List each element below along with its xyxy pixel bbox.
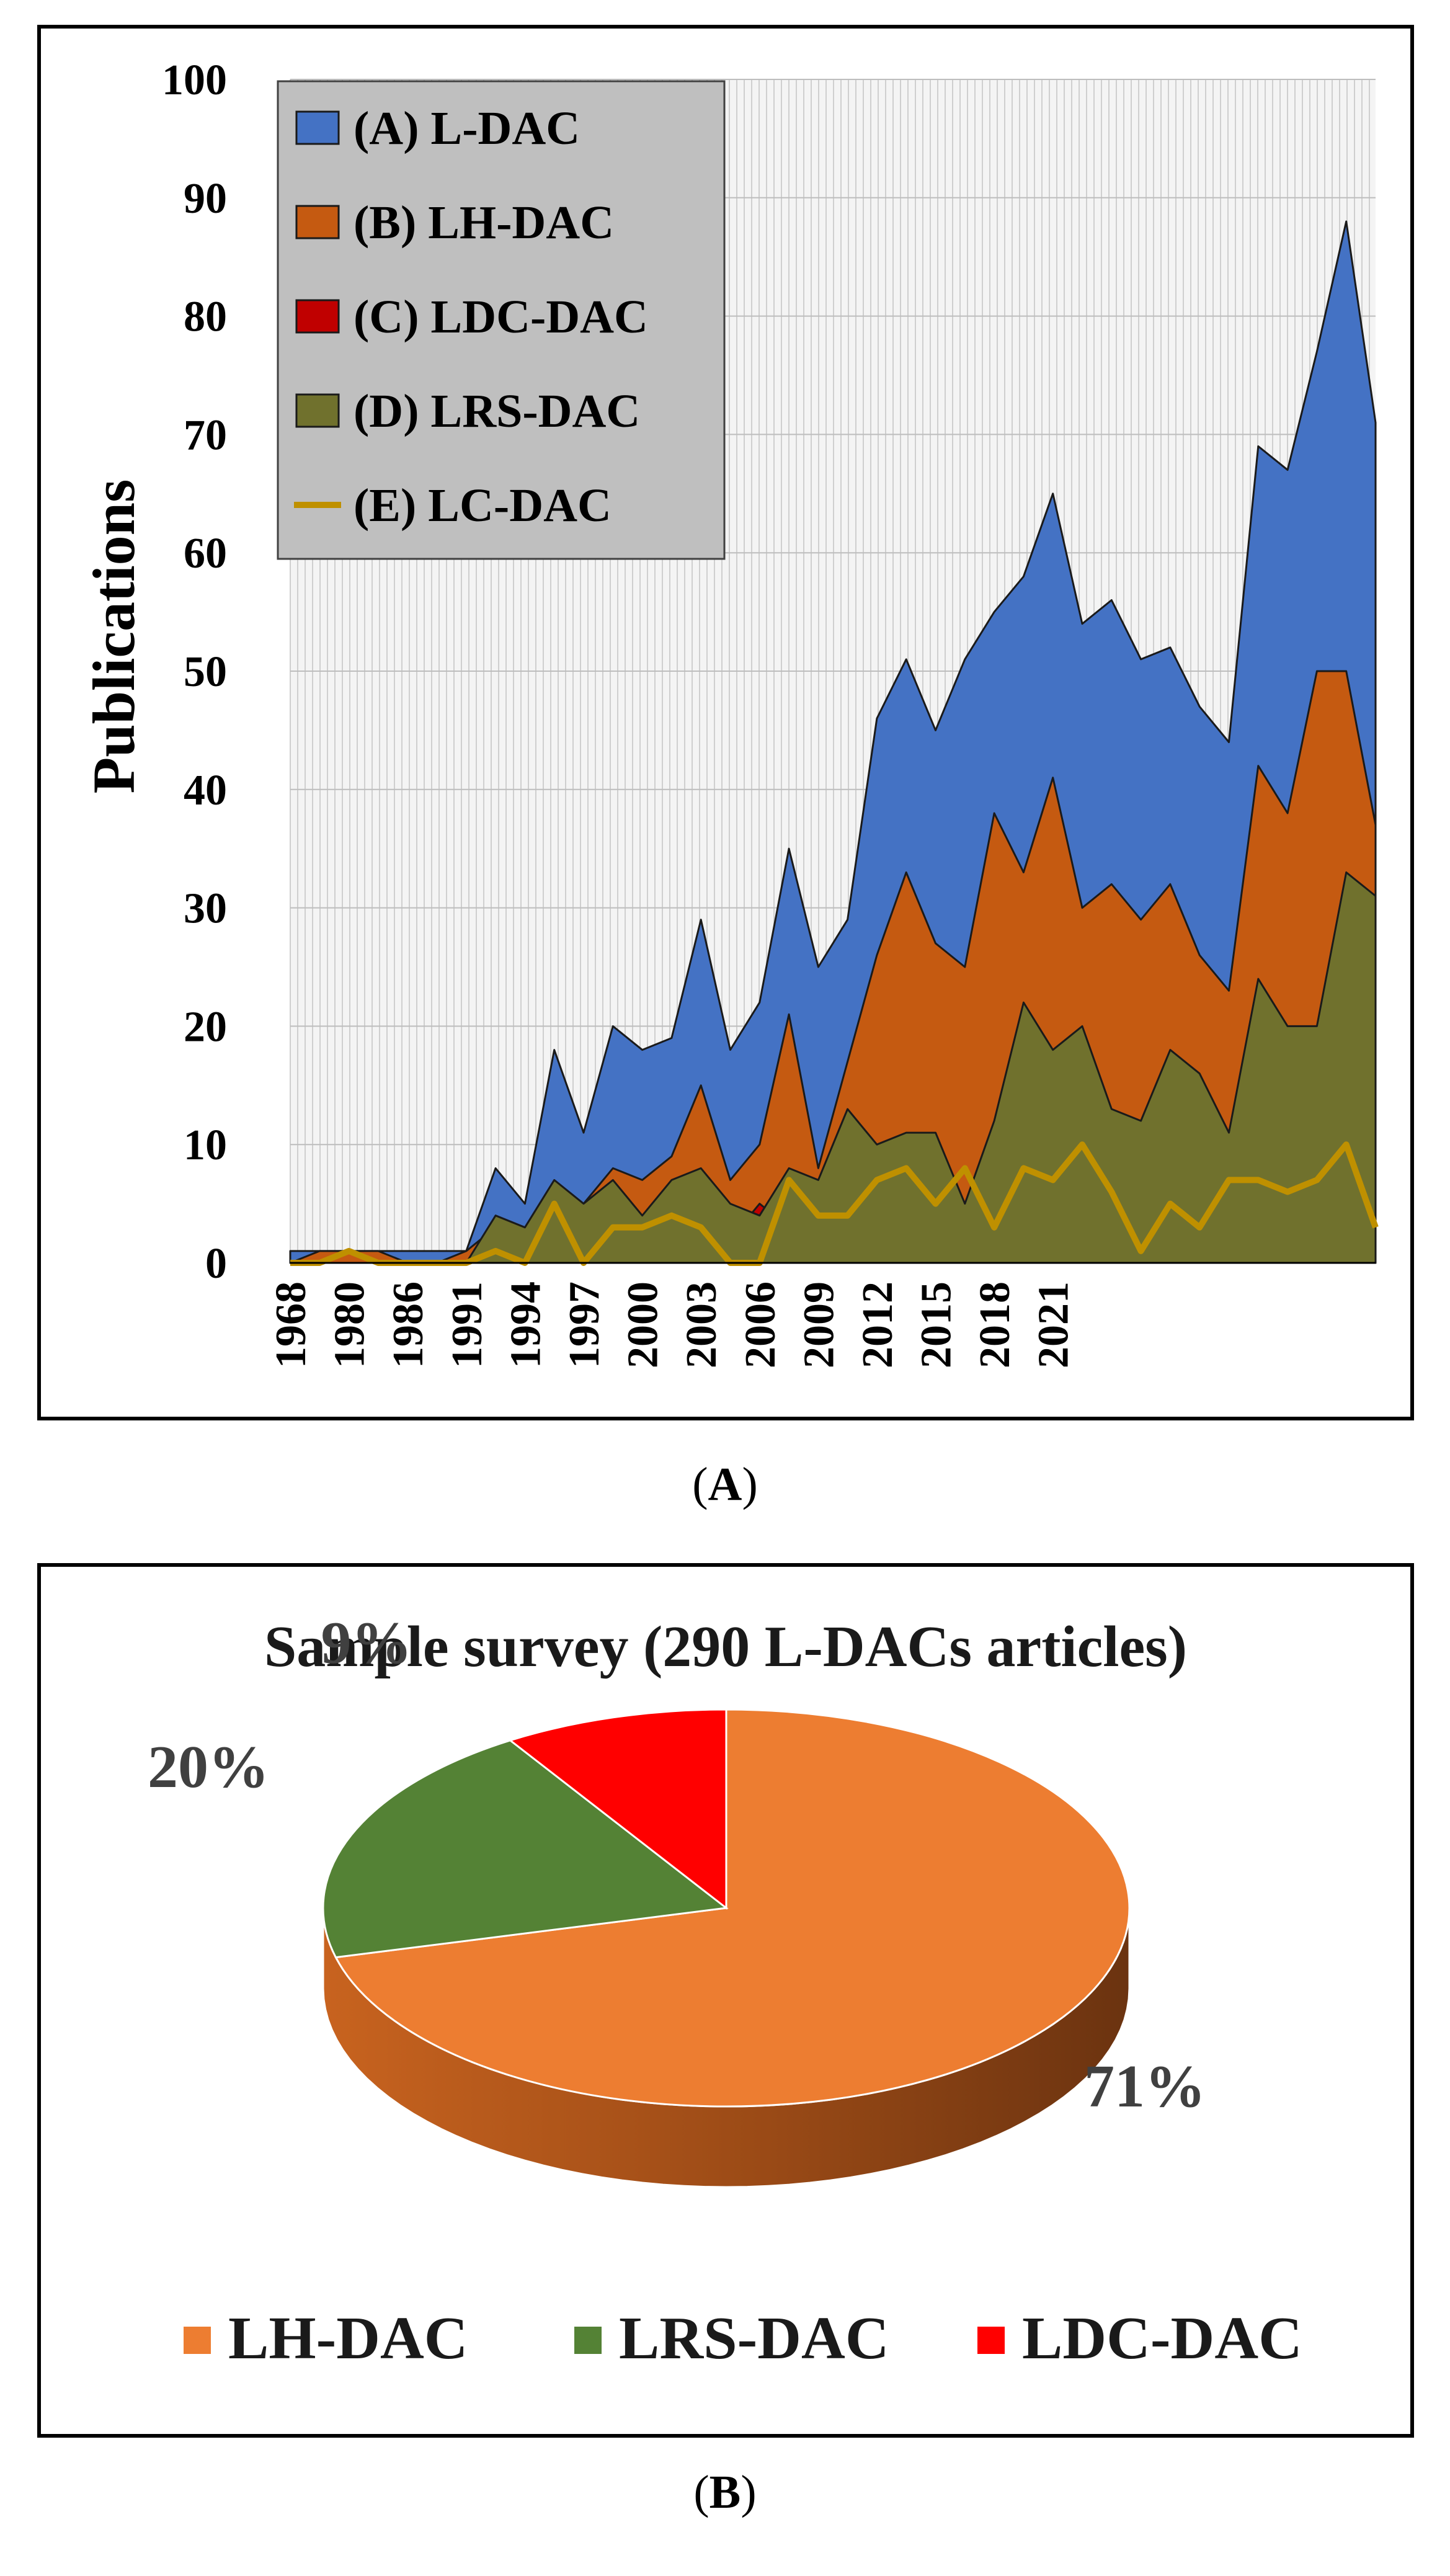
line-series <box>290 1141 1379 1266</box>
pie-chart-title: Sample survey (290 L-DACs articles) <box>264 1615 1187 1679</box>
x-tick-label: 1991 <box>443 1281 491 1368</box>
pie-slice-ldc-dac <box>508 1708 727 1910</box>
pie-legend: LH-DAC LRS-DAC LDC-DAC <box>184 2305 1302 2372</box>
pie-slice-lh-dac <box>334 1708 1131 2108</box>
line-lc-dac <box>290 1141 1379 1266</box>
y-tick-label: 50 <box>184 648 227 696</box>
y-axis-ticks: 0 10 20 30 40 50 60 70 80 90 100 <box>162 56 227 1288</box>
x-tick-label: 1980 <box>326 1281 374 1368</box>
legend-label: (D) LRS-DAC <box>354 385 640 437</box>
pie-label-lh-dac: 71% <box>1084 2053 1206 2120</box>
y-tick-label: 100 <box>162 56 227 104</box>
x-tick-label: 1986 <box>385 1281 432 1368</box>
y-axis-label: Publications <box>81 479 147 794</box>
sample-survey-pie-panel: Sample survey (290 L-DACs articles) 71% 2… <box>37 1563 1414 2438</box>
publications-area-chart-panel: 0 10 20 30 40 50 60 70 80 90 100 1968 1980 1986 1991 1… <box>37 25 1414 1420</box>
x-tick-label: 1997 <box>561 1281 608 1368</box>
x-tick-label: 2009 <box>795 1281 843 1368</box>
pie-label-ldc-dac: 9% <box>321 1610 412 1677</box>
y-tick-label: 40 <box>184 767 227 814</box>
legend-swatch <box>184 2327 211 2354</box>
sample-survey-pie-chart: Sample survey (290 L-DACs articles) 71% 2… <box>148 1610 1302 2372</box>
x-tick-label: 2000 <box>620 1281 667 1368</box>
legend-box <box>277 80 726 560</box>
y-tick-label: 20 <box>184 1003 227 1051</box>
pie-slice-lrs-dac <box>322 1739 729 1959</box>
y-tick-label: 60 <box>184 530 227 577</box>
legend-label: LRS-DAC <box>619 2305 889 2372</box>
legend-swatch <box>574 2327 602 2354</box>
y-tick-label: 70 <box>184 411 227 459</box>
x-tick-label: 2012 <box>854 1281 902 1368</box>
pie-slices <box>322 1708 1131 2108</box>
x-tick-label: 2018 <box>971 1281 1019 1368</box>
pie-data-labels: 71% 20% 9% <box>148 1610 1206 2120</box>
x-tick-label: 1968 <box>267 1281 315 1368</box>
x-tick-label: 2003 <box>678 1281 726 1368</box>
legend-label: LH-DAC <box>228 2305 468 2372</box>
pie-label-lrs-dac: 20% <box>148 1734 269 1801</box>
y-tick-label: 80 <box>184 293 227 341</box>
legend-label: (A) L-DAC <box>354 102 580 154</box>
chart-legend: (A) L-DAC (B) LH-DAC (C) LDC-DAC (D) LRS-DA… <box>277 80 726 560</box>
x-axis-ticks: 1968 1980 1986 1991 1994 1997 2000 2003 2006 2009… <box>267 1281 1078 1368</box>
x-tick-label: 2015 <box>913 1281 961 1368</box>
legend-label: LDC-DAC <box>1022 2305 1302 2372</box>
legend-label: (B) LH-DAC <box>354 197 614 249</box>
legend-swatch <box>295 205 340 239</box>
legend-label: (C) LDC-DAC <box>354 291 648 343</box>
y-tick-label: 30 <box>184 885 227 933</box>
x-tick-label: 1994 <box>502 1281 549 1368</box>
panel-a-caption: (A) <box>692 1458 758 1510</box>
legend-label: (E) LC-DAC <box>354 479 612 532</box>
x-tick-label: 2006 <box>737 1281 785 1368</box>
legend-swatch <box>295 299 340 334</box>
legend-swatch <box>977 2327 1005 2354</box>
area-d-lrs-dac <box>289 871 1377 1264</box>
legend-swatch <box>295 393 340 428</box>
legend-swatch <box>295 110 340 145</box>
panel-b-caption: (B) <box>693 2466 757 2518</box>
y-tick-label: 0 <box>205 1240 227 1288</box>
y-tick-label: 90 <box>184 175 227 223</box>
x-tick-label: 2021 <box>1030 1281 1078 1368</box>
y-tick-label: 10 <box>184 1121 227 1169</box>
